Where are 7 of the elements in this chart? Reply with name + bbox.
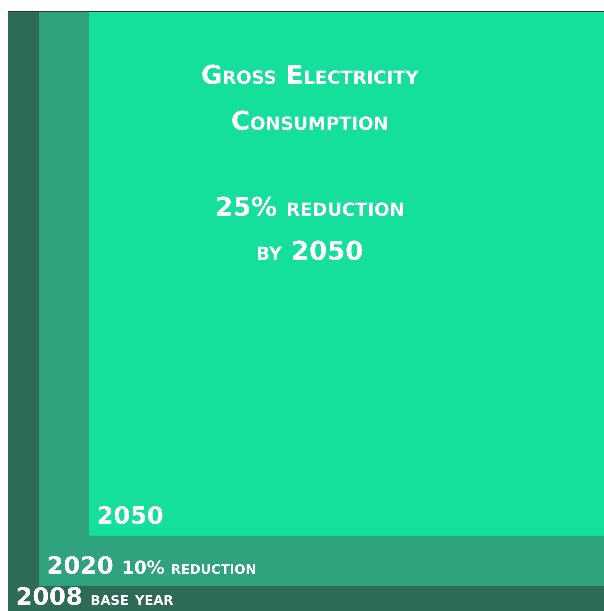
data-label: 10% reduction — [122, 558, 257, 579]
category-label: 2050 — [97, 502, 164, 530]
data-label: 25% reduction by 2050 — [215, 193, 405, 267]
category-label: 2020 — [47, 552, 114, 580]
text: Gross Electricity Consumption — [201, 61, 420, 137]
data-label: base year — [90, 589, 174, 610]
category-label: 2008 — [16, 583, 83, 611]
